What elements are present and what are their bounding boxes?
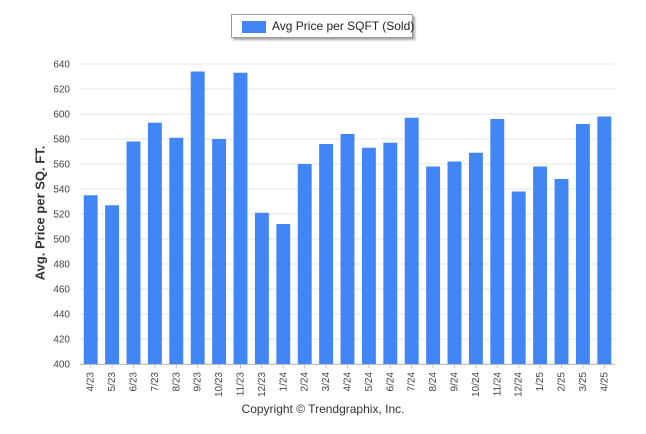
bar[interactable]	[126, 141, 141, 365]
bar[interactable]	[383, 142, 398, 364]
x-tick-label: 10/23	[214, 372, 225, 397]
x-tick-label: 11/24	[492, 372, 503, 397]
bar[interactable]	[297, 164, 312, 364]
x-tick-label: 6/24	[385, 372, 396, 392]
bar[interactable]	[169, 137, 184, 364]
bar[interactable]	[147, 122, 162, 364]
x-tick-label: 4/24	[343, 372, 354, 392]
x-tick-label: 7/23	[150, 372, 161, 392]
bar[interactable]	[233, 72, 248, 364]
x-tick-label: 4/23	[86, 372, 97, 392]
x-tick-label: 5/24	[364, 372, 375, 392]
bar[interactable]	[340, 134, 355, 364]
x-tick-label: 5/23	[107, 372, 118, 392]
bar[interactable]	[404, 117, 419, 364]
bar[interactable]	[361, 147, 376, 364]
y-tick-label: 540	[53, 185, 70, 196]
y-tick-labels: 400 420 440 460 480 500 520 540 560 580 600 620 640	[53, 60, 70, 371]
x-tick-label: 8/24	[428, 372, 439, 392]
x-tick-label: 3/24	[321, 372, 332, 392]
bar[interactable]	[254, 212, 269, 364]
bar[interactable]	[212, 139, 227, 364]
x-tick-label: 8/23	[171, 372, 182, 392]
y-tick-label: 480	[53, 260, 70, 271]
bar[interactable]	[554, 179, 569, 364]
y-tick-label: 500	[53, 235, 70, 246]
bar[interactable]	[575, 124, 590, 364]
x-tick-label: 10/24	[471, 372, 482, 397]
legend: Avg Price per SQFT (Sold)	[231, 14, 415, 38]
bar[interactable]	[511, 191, 526, 365]
x-tick-label: 9/23	[193, 372, 204, 392]
x-tick-label: 11/23	[236, 372, 247, 397]
x-tick-label: 1/25	[535, 372, 546, 392]
axes	[80, 364, 615, 368]
bar[interactable]	[276, 224, 291, 364]
y-tick-label: 440	[53, 310, 70, 321]
y-tick-label: 560	[53, 160, 70, 171]
copyright-text: Copyright © Trendgraphix, Inc.	[241, 402, 405, 416]
y-tick-label: 400	[53, 360, 70, 371]
bar[interactable]	[83, 195, 98, 364]
y-tick-label: 420	[53, 335, 70, 346]
legend-label: Avg Price per SQFT (Sold)	[272, 19, 415, 33]
bar[interactable]	[468, 152, 483, 364]
y-tick-label: 640	[53, 60, 70, 71]
y-tick-label: 580	[53, 135, 70, 146]
x-tick-label: 9/24	[450, 372, 461, 392]
y-tick-label: 520	[53, 210, 70, 221]
x-tick-label: 7/24	[407, 372, 418, 392]
legend-swatch	[242, 21, 266, 33]
x-tick-label: 4/25	[599, 372, 610, 392]
x-tick-label: 1/24	[278, 372, 289, 392]
bar[interactable]	[190, 71, 205, 365]
y-tick-label: 460	[53, 285, 70, 296]
bar[interactable]	[426, 166, 441, 365]
bar[interactable]	[319, 144, 334, 364]
bar[interactable]	[105, 205, 120, 364]
y-tick-label: 600	[53, 110, 70, 121]
x-tick-label: 2/24	[300, 372, 311, 392]
y-tick-label: 620	[53, 85, 70, 96]
bar[interactable]	[447, 161, 462, 365]
x-tick-label: 2/25	[557, 372, 568, 392]
x-tick-label: 3/25	[578, 372, 589, 392]
bar[interactable]	[490, 119, 505, 364]
bar[interactable]	[597, 116, 612, 365]
x-tick-labels: 4/23 5/23 6/23 7/23 8/23 9/23 10/23 11/23 12/23 1…	[86, 372, 611, 397]
bars	[83, 71, 612, 365]
bar[interactable]	[533, 166, 548, 365]
x-tick-label: 12/24	[514, 372, 525, 397]
x-tick-label: 6/23	[129, 372, 140, 392]
x-tick-label: 12/23	[257, 372, 268, 397]
